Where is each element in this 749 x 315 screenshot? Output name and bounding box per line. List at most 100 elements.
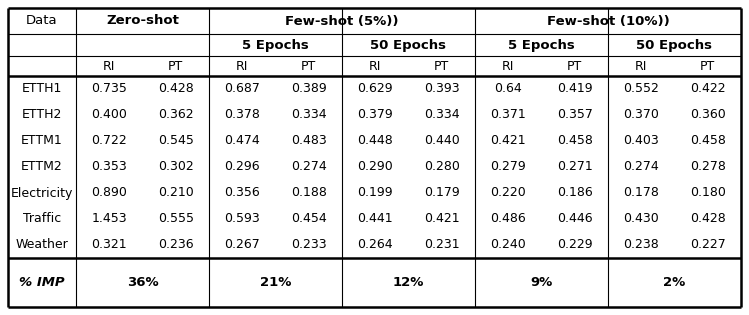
Text: ETTM1: ETTM1: [21, 135, 63, 147]
Text: RI: RI: [635, 60, 647, 72]
Text: 0.430: 0.430: [623, 213, 659, 226]
Text: 0.454: 0.454: [291, 213, 327, 226]
Text: 0.393: 0.393: [424, 83, 460, 95]
Text: 0.552: 0.552: [623, 83, 659, 95]
Text: 1.453: 1.453: [91, 213, 127, 226]
Text: 0.428: 0.428: [690, 213, 726, 226]
Text: 0.360: 0.360: [690, 108, 726, 122]
Text: Weather: Weather: [16, 238, 68, 251]
Text: 0.236: 0.236: [158, 238, 193, 251]
Text: 0.278: 0.278: [690, 161, 726, 174]
Text: PT: PT: [700, 60, 715, 72]
Text: 2%: 2%: [664, 276, 685, 289]
Text: 0.280: 0.280: [424, 161, 460, 174]
Text: 0.458: 0.458: [690, 135, 726, 147]
Text: 0.400: 0.400: [91, 108, 127, 122]
Text: 0.446: 0.446: [557, 213, 592, 226]
Text: 0.486: 0.486: [491, 213, 526, 226]
Text: 0.421: 0.421: [491, 135, 526, 147]
Text: 50 Epochs: 50 Epochs: [371, 38, 446, 51]
Text: 0.274: 0.274: [623, 161, 659, 174]
Text: 0.448: 0.448: [357, 135, 393, 147]
Text: 0.555: 0.555: [158, 213, 194, 226]
Text: 0.441: 0.441: [357, 213, 393, 226]
Text: 0.440: 0.440: [424, 135, 460, 147]
Text: 0.370: 0.370: [623, 108, 659, 122]
Text: 0.238: 0.238: [623, 238, 659, 251]
Text: 21%: 21%: [260, 276, 291, 289]
Text: 0.229: 0.229: [557, 238, 592, 251]
Text: Zero-shot: Zero-shot: [106, 14, 179, 27]
Text: 5 Epochs: 5 Epochs: [242, 38, 309, 51]
Text: 0.353: 0.353: [91, 161, 127, 174]
Text: 0.357: 0.357: [557, 108, 592, 122]
Text: 0.227: 0.227: [690, 238, 726, 251]
Text: 0.593: 0.593: [225, 213, 260, 226]
Text: PT: PT: [301, 60, 316, 72]
Text: 0.302: 0.302: [158, 161, 194, 174]
Text: 0.186: 0.186: [557, 186, 592, 199]
Text: 0.428: 0.428: [158, 83, 194, 95]
Text: 0.240: 0.240: [491, 238, 526, 251]
Text: 0.421: 0.421: [424, 213, 460, 226]
Text: 0.474: 0.474: [225, 135, 260, 147]
Text: 0.321: 0.321: [91, 238, 127, 251]
Text: 0.231: 0.231: [424, 238, 460, 251]
Text: 0.233: 0.233: [291, 238, 327, 251]
Text: 50 Epochs: 50 Epochs: [637, 38, 712, 51]
Text: % IMP: % IMP: [19, 276, 65, 289]
Text: PT: PT: [567, 60, 583, 72]
Text: 36%: 36%: [127, 276, 158, 289]
Text: Traffic: Traffic: [23, 213, 61, 226]
Text: 0.545: 0.545: [158, 135, 194, 147]
Text: 5 Epochs: 5 Epochs: [508, 38, 575, 51]
Text: RI: RI: [103, 60, 115, 72]
Text: 0.64: 0.64: [494, 83, 522, 95]
Text: ETTH2: ETTH2: [22, 108, 62, 122]
Text: 0.264: 0.264: [357, 238, 393, 251]
Text: 0.290: 0.290: [357, 161, 393, 174]
Text: 0.419: 0.419: [557, 83, 592, 95]
Text: 0.296: 0.296: [225, 161, 260, 174]
Text: RI: RI: [502, 60, 515, 72]
Text: 0.274: 0.274: [291, 161, 327, 174]
Text: 0.199: 0.199: [357, 186, 393, 199]
Text: 12%: 12%: [392, 276, 424, 289]
Text: 0.271: 0.271: [557, 161, 592, 174]
Text: 0.371: 0.371: [491, 108, 526, 122]
Text: Few-shot (10%)): Few-shot (10%)): [547, 14, 670, 27]
Text: 0.687: 0.687: [224, 83, 260, 95]
Text: 0.458: 0.458: [557, 135, 592, 147]
Text: 0.334: 0.334: [291, 108, 327, 122]
Text: 0.178: 0.178: [623, 186, 659, 199]
Text: 0.629: 0.629: [357, 83, 393, 95]
Text: 0.362: 0.362: [158, 108, 193, 122]
Text: 0.403: 0.403: [623, 135, 659, 147]
Text: Data: Data: [26, 14, 58, 27]
Text: RI: RI: [236, 60, 249, 72]
Text: Few-shot (5%)): Few-shot (5%)): [285, 14, 398, 27]
Text: 0.722: 0.722: [91, 135, 127, 147]
Text: 0.279: 0.279: [491, 161, 526, 174]
Text: 0.179: 0.179: [424, 186, 460, 199]
Text: 9%: 9%: [530, 276, 553, 289]
Text: 0.356: 0.356: [225, 186, 260, 199]
Text: 0.334: 0.334: [424, 108, 460, 122]
Text: 0.389: 0.389: [291, 83, 327, 95]
Text: Electricity: Electricity: [10, 186, 73, 199]
Text: 0.180: 0.180: [690, 186, 726, 199]
Text: 0.188: 0.188: [291, 186, 327, 199]
Text: 0.379: 0.379: [357, 108, 393, 122]
Text: PT: PT: [168, 60, 184, 72]
Text: 0.483: 0.483: [291, 135, 327, 147]
Text: ETTH1: ETTH1: [22, 83, 62, 95]
Text: PT: PT: [434, 60, 449, 72]
Text: 0.422: 0.422: [690, 83, 726, 95]
Text: 0.890: 0.890: [91, 186, 127, 199]
Text: 0.378: 0.378: [224, 108, 260, 122]
Text: RI: RI: [369, 60, 381, 72]
Text: 0.210: 0.210: [158, 186, 194, 199]
Text: 0.220: 0.220: [491, 186, 526, 199]
Text: 0.267: 0.267: [225, 238, 260, 251]
Text: ETTM2: ETTM2: [21, 161, 63, 174]
